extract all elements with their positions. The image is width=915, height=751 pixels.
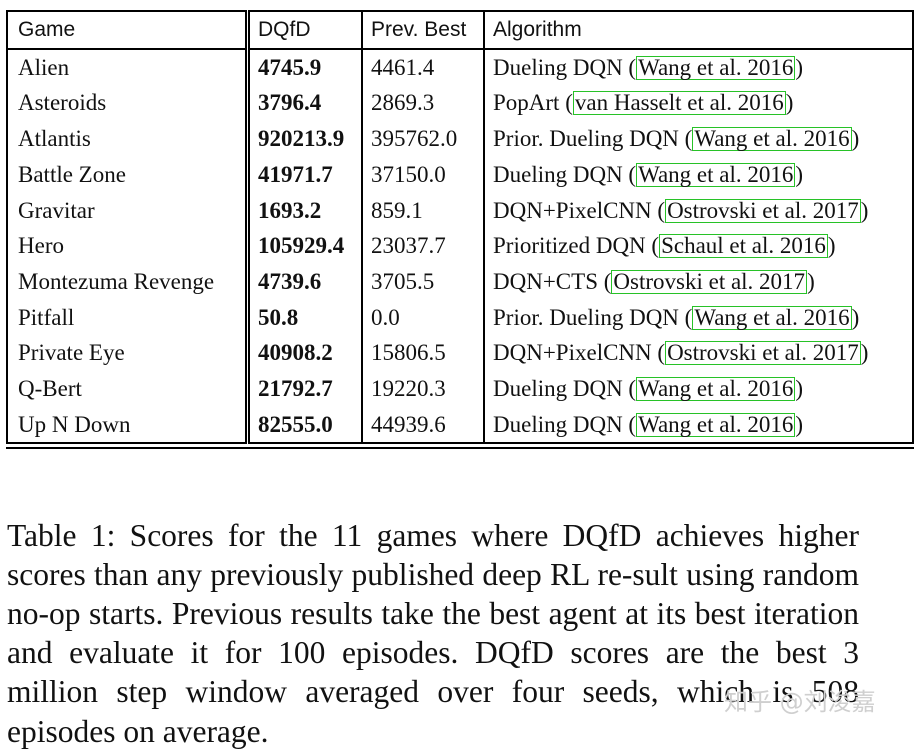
- cell-prev-best-score: 44939.6: [361, 406, 484, 445]
- algorithm-name: DQN+PixelCNN (: [493, 197, 666, 223]
- cell-algorithm: Prior. Dueling DQN (Wang et al. 2016): [483, 299, 914, 336]
- table-caption: Table 1: Scores for the 11 games where D…: [7, 517, 859, 749]
- cell-game: Gravitar: [6, 192, 248, 229]
- citation-link[interactable]: Wang et al. 2016: [636, 54, 796, 80]
- algorithm-name: PopArt (: [493, 90, 573, 116]
- citation-link[interactable]: Wang et al. 2016: [636, 411, 796, 437]
- cell-algorithm: Dueling DQN (Wang et al. 2016): [483, 371, 914, 407]
- cell-prev-best-score: 0.0: [361, 299, 484, 336]
- header-prev-best: Prev. Best: [361, 10, 484, 50]
- algorithm-close-paren: ): [851, 304, 860, 330]
- cell-game: Montezuma Revenge: [6, 263, 248, 300]
- citation-link[interactable]: Ostrovski et al. 2017: [611, 268, 808, 294]
- table-row: Private Eye 40908.2 15806.5 DQN+PixelCNN (O…: [6, 335, 914, 372]
- algorithm-close-paren: ): [860, 340, 869, 366]
- cell-game: Pitfall: [6, 299, 248, 336]
- cell-prev-best-score: 15806.5: [361, 335, 484, 372]
- cell-prev-best-score: 3705.5: [361, 263, 484, 300]
- cell-prev-best-score: 4461.4: [361, 48, 484, 86]
- algorithm-name: Prior. Dueling DQN (: [493, 126, 693, 152]
- cell-dqfd-score: 82555.0: [245, 406, 362, 445]
- cell-algorithm: DQN+CTS (Ostrovski et al. 2017): [483, 263, 914, 300]
- cell-dqfd-score: 1693.2: [245, 192, 362, 229]
- algorithm-name: Prior. Dueling DQN (: [493, 304, 693, 330]
- cell-algorithm: Dueling DQN (Wang et al. 2016): [483, 156, 914, 193]
- algorithm-close-paren: ): [795, 161, 804, 187]
- citation-link[interactable]: Wang et al. 2016: [636, 161, 796, 187]
- table-row: Montezuma Revenge 4739.6 3705.5 DQN+CTS (Os…: [6, 263, 914, 300]
- algorithm-close-paren: ): [807, 268, 815, 294]
- cell-game: Q-Bert: [6, 371, 248, 407]
- cell-algorithm: DQN+PixelCNN (Ostrovski et al. 2017): [483, 335, 914, 372]
- algorithm-close-paren: ): [851, 126, 860, 152]
- citation-link[interactable]: Ostrovski et al. 2017: [665, 340, 861, 366]
- cell-game: Private Eye: [6, 335, 248, 372]
- cell-dqfd-score: 50.8: [245, 299, 362, 336]
- cell-dqfd-score: 41971.7: [245, 156, 362, 193]
- cell-prev-best-score: 37150.0: [361, 156, 484, 193]
- table-row: Hero 105929.4 23037.7 Prioritized DQN (Scha…: [6, 228, 914, 264]
- table-body: Alien 4745.9 4461.4 Dueling DQN (Wang et al…: [6, 48, 914, 445]
- cell-prev-best-score: 395762.0: [361, 121, 484, 157]
- cell-game: Atlantis: [6, 121, 248, 157]
- table-bottom-rule: [6, 447, 914, 449]
- citation-link[interactable]: van Hasselt et al. 2016: [572, 90, 786, 116]
- header-dqfd: DQfD: [245, 10, 362, 50]
- cell-prev-best-score: 23037.7: [361, 228, 484, 264]
- algorithm-name: Prioritized DQN (: [493, 233, 660, 259]
- citation-link[interactable]: Wang et al. 2016: [692, 126, 852, 152]
- algorithm-name: Dueling DQN (: [493, 376, 637, 402]
- table-row: Alien 4745.9 4461.4 Dueling DQN (Wang et al…: [6, 48, 914, 86]
- results-table-container: Game DQfD Prev. Best Algorithm Alien 4745…: [6, 10, 914, 445]
- cell-game: Hero: [6, 228, 248, 264]
- cell-algorithm: Prior. Dueling DQN (Wang et al. 2016): [483, 121, 914, 157]
- algorithm-name: Dueling DQN (: [493, 161, 637, 187]
- cell-prev-best-score: 19220.3: [361, 371, 484, 407]
- table-header-row: Game DQfD Prev. Best Algorithm: [6, 10, 914, 50]
- cell-dqfd-score: 920213.9: [245, 121, 362, 157]
- header-game: Game: [6, 10, 248, 50]
- cell-dqfd-score: 3796.4: [245, 85, 362, 122]
- table-row: Atlantis 920213.9 395762.0 Prior. Dueling D…: [6, 121, 914, 157]
- algorithm-close-paren: ): [795, 54, 804, 80]
- cell-dqfd-score: 21792.7: [245, 371, 362, 407]
- algorithm-name: DQN+PixelCNN (: [493, 340, 666, 366]
- results-table: Game DQfD Prev. Best Algorithm Alien 4745…: [6, 10, 914, 445]
- cell-algorithm: PopArt (van Hasselt et al. 2016): [483, 85, 914, 122]
- cell-dqfd-score: 105929.4: [245, 228, 362, 264]
- table-row: Asteroids 3796.4 2869.3 PopArt (van Hasselt…: [6, 85, 914, 122]
- citation-link[interactable]: Ostrovski et al. 2017: [665, 197, 861, 223]
- cell-game: Up N Down: [6, 406, 248, 445]
- algorithm-close-paren: ): [795, 411, 804, 437]
- header-algorithm: Algorithm: [483, 10, 914, 50]
- cell-dqfd-score: 4745.9: [245, 48, 362, 86]
- algorithm-close-paren: ): [785, 90, 794, 116]
- algorithm-close-paren: ): [860, 197, 869, 223]
- cell-prev-best-score: 2869.3: [361, 85, 484, 122]
- algorithm-close-paren: ): [795, 376, 804, 402]
- cell-dqfd-score: 4739.6: [245, 263, 362, 300]
- table-row: Q-Bert 21792.7 19220.3 Dueling DQN (Wang et…: [6, 371, 914, 407]
- cell-algorithm: DQN+PixelCNN (Ostrovski et al. 2017): [483, 192, 914, 229]
- cell-game: Alien: [6, 48, 248, 86]
- algorithm-name: Dueling DQN (: [493, 411, 637, 437]
- cell-dqfd-score: 40908.2: [245, 335, 362, 372]
- cell-algorithm: Dueling DQN (Wang et al. 2016): [483, 48, 914, 86]
- table-row: Battle Zone 41971.7 37150.0 Dueling DQN (Wa…: [6, 156, 914, 193]
- cell-algorithm: Dueling DQN (Wang et al. 2016): [483, 406, 914, 445]
- algorithm-name: DQN+CTS (: [493, 268, 612, 294]
- cell-prev-best-score: 859.1: [361, 192, 484, 229]
- cell-game: Battle Zone: [6, 156, 248, 193]
- table-row: Gravitar 1693.2 859.1 DQN+PixelCNN (Ostrovs…: [6, 192, 914, 229]
- cell-algorithm: Prioritized DQN (Schaul et al. 2016): [483, 228, 914, 264]
- cell-game: Asteroids: [6, 85, 248, 122]
- watermark: 知乎 @刘浚嘉: [724, 688, 876, 716]
- table-row: Up N Down 82555.0 44939.6 Dueling DQN (Wang…: [6, 406, 914, 445]
- algorithm-close-paren: ): [827, 233, 836, 259]
- algorithm-name: Dueling DQN (: [493, 54, 637, 80]
- citation-link[interactable]: Wang et al. 2016: [636, 376, 796, 402]
- citation-link[interactable]: Wang et al. 2016: [692, 304, 852, 330]
- table-row: Pitfall 50.8 0.0 Prior. Dueling DQN (Wang e…: [6, 299, 914, 336]
- citation-link[interactable]: Schaul et al. 2016: [659, 233, 828, 259]
